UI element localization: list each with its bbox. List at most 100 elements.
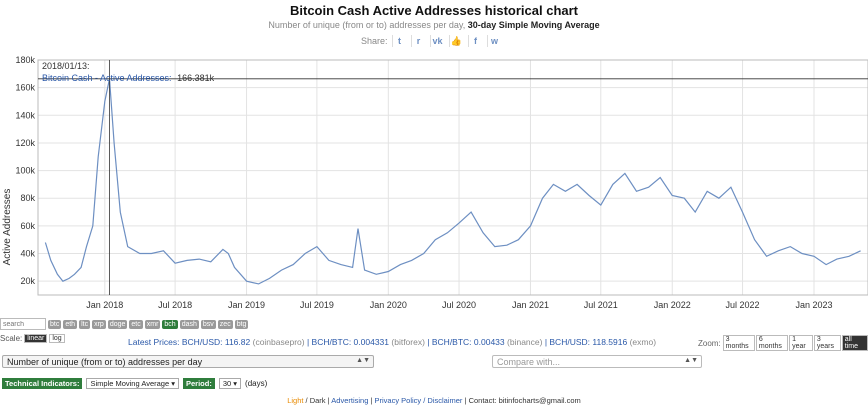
x-tick-label: Jul 2020: [442, 300, 476, 310]
select-arrows-icon: ▲▼: [356, 357, 370, 364]
series-line-active-addresses: [44, 78, 861, 285]
coin-ltc[interactable]: ltc: [79, 319, 91, 329]
x-tick-label: Jul 2022: [726, 300, 760, 310]
chart-subtitle: Number of unique (from or to) addresses …: [0, 20, 868, 30]
vk-icon[interactable]: vk: [429, 35, 445, 47]
price-1-source: (coinbasepro): [252, 337, 305, 347]
coin-btg[interactable]: btg: [234, 319, 249, 329]
zoom-option-all-time[interactable]: all time: [841, 335, 868, 351]
zoom-option-3-months[interactable]: 3 months: [722, 335, 755, 351]
contact-text: Contact: bitinfocharts@gmail.com: [468, 396, 581, 405]
x-axis-ticks: Jan 2018 Jul 2018 Jan 2019 Jul 2019 Jan 2020…: [86, 300, 832, 310]
twitter-icon[interactable]: t: [391, 35, 407, 47]
y-tick-label: 100k: [15, 166, 35, 176]
tooltip-series: Bitcoin Cash - Active Addresses:: [42, 73, 172, 83]
y-tick-label: 40k: [20, 249, 35, 259]
y-axis-label: Active Addresses: [2, 189, 13, 266]
technical-indicators: Technical Indicators: Simple Moving Aver…: [2, 378, 267, 389]
zoom-controls: Zoom: 3 months 6 months 1 year 3 years all t…: [698, 335, 868, 351]
subtitle-sma: 30-day Simple Moving Average: [467, 20, 600, 30]
x-tick-label: Jan 2019: [228, 300, 265, 310]
indicator-value: Simple Moving Average: [90, 379, 170, 388]
coin-zec[interactable]: zec: [217, 319, 233, 329]
like-icon[interactable]: 👍: [448, 35, 464, 47]
coin-btc[interactable]: btc: [48, 319, 62, 329]
coin-bch[interactable]: bch: [162, 319, 178, 329]
x-tick-label: Jan 2021: [512, 300, 549, 310]
prices-label: Latest Prices:: [128, 337, 180, 347]
period-label: Period:: [182, 378, 215, 389]
indicator-dropdown[interactable]: Simple Moving Average ▾: [86, 378, 179, 389]
x-tick-label: Jan 2018: [86, 300, 123, 310]
coin-list: btc eth ltc xrp doge etc xmr bch dash bsv zec btg: [48, 319, 249, 329]
y-axis-ticks: 20k 40k 60k 80k 100k 120k 140k 160k 180k: [15, 55, 35, 286]
tooltip-date: 2018/01/13:: [42, 61, 90, 71]
price-1[interactable]: BCH/USD: 116.82: [181, 337, 251, 347]
y-tick-label: 160k: [15, 83, 35, 93]
zoom-label: Zoom:: [698, 338, 721, 348]
share-label: Share:: [361, 36, 388, 46]
price-4[interactable]: BCH/USD: 118.5916: [549, 337, 628, 347]
chart-grid: [38, 59, 868, 295]
subtitle-metric: Number of unique (from or to) addresses …: [268, 20, 466, 30]
zoom-option-3-years[interactable]: 3 years: [813, 335, 841, 351]
period-dropdown[interactable]: 30 ▾: [218, 378, 242, 389]
scale-linear-button[interactable]: linear: [24, 334, 48, 343]
y-tick-label: 180k: [15, 55, 35, 65]
x-tick-label: Jul 2018: [158, 300, 192, 310]
price-3-source: (binance): [507, 337, 543, 347]
x-tick-label: Jul 2019: [300, 300, 334, 310]
x-tick-label: Jan 2022: [654, 300, 691, 310]
y-tick-label: 120k: [15, 138, 35, 148]
coin-doge[interactable]: doge: [107, 319, 128, 329]
period-unit: (days): [245, 379, 268, 388]
tooltip-value: 166.381k: [177, 73, 215, 83]
zoom-option-6-months[interactable]: 6 months: [755, 335, 789, 351]
y-tick-label: 80k: [20, 193, 35, 203]
x-tick-label: Jul 2021: [584, 300, 618, 310]
latest-prices: Latest Prices: BCH/USD: 116.82 (coinbase…: [128, 337, 657, 347]
metric-select[interactable]: Number of unique (from or to) addresses …: [2, 355, 374, 368]
coin-xrp[interactable]: xrp: [92, 319, 106, 329]
page-title: Bitcoin Cash Active Addresses historical…: [289, 3, 579, 18]
period-value: 30: [222, 379, 232, 388]
coin-eth[interactable]: eth: [63, 319, 78, 329]
coin-xmr[interactable]: xmr: [144, 319, 161, 329]
price-4-source: (exmo): [629, 337, 657, 347]
active-addresses-chart[interactable]: 20k 40k 60k 80k 100k 120k 140k 160k 180k Jan 201…: [0, 52, 868, 317]
zoom-option-1-year[interactable]: 1 year: [789, 335, 813, 351]
coin-dash[interactable]: dash: [179, 319, 199, 329]
footer: Light / Dark | Advertising | Privacy Pol…: [287, 396, 581, 405]
theme-dark-link[interactable]: Dark: [309, 396, 326, 405]
price-2[interactable]: BCH/BTC: 0.004331: [311, 337, 390, 347]
x-tick-label: Jan 2020: [370, 300, 407, 310]
tooltip-value-line: Bitcoin Cash - Active Addresses: 166.381…: [42, 73, 215, 83]
plot-border: [37, 59, 868, 296]
technical-indicators-label: Technical Indicators:: [2, 378, 83, 389]
coin-bsv[interactable]: bsv: [200, 319, 216, 329]
metric-select-value: Number of unique (from or to) addresses …: [7, 356, 203, 367]
facebook-icon[interactable]: f: [467, 35, 483, 47]
compare-select-placeholder: Compare with...: [497, 356, 561, 367]
scale-toggle: Scale: linear log: [0, 334, 65, 343]
price-3[interactable]: BCH/BTC: 0.00433: [431, 337, 505, 347]
x-tick-label: Jan 2023: [795, 300, 832, 310]
price-2-source: (bitforex): [391, 337, 425, 347]
y-tick-label: 60k: [20, 221, 35, 231]
zoom-options: 3 months 6 months 1 year 3 years all time: [722, 335, 868, 351]
weibo-icon[interactable]: w: [486, 35, 502, 47]
advertising-link[interactable]: Advertising: [331, 396, 369, 405]
search-input[interactable]: [0, 318, 46, 330]
reddit-icon[interactable]: r: [410, 35, 426, 47]
y-tick-label: 140k: [15, 110, 35, 120]
scale-log-button[interactable]: log: [49, 334, 65, 343]
compare-select[interactable]: Compare with... ▲▼: [492, 355, 702, 368]
share-bar: Share: t r vk 👍 f w: [361, 35, 502, 47]
privacy-link[interactable]: Privacy Policy / Disclaimer: [374, 396, 463, 405]
scale-label: Scale:: [0, 334, 23, 343]
coin-etc[interactable]: etc: [129, 319, 143, 329]
theme-light-link[interactable]: Light: [287, 396, 304, 405]
y-tick-label: 20k: [20, 276, 35, 286]
select-arrows-icon: ▲▼: [684, 357, 698, 364]
